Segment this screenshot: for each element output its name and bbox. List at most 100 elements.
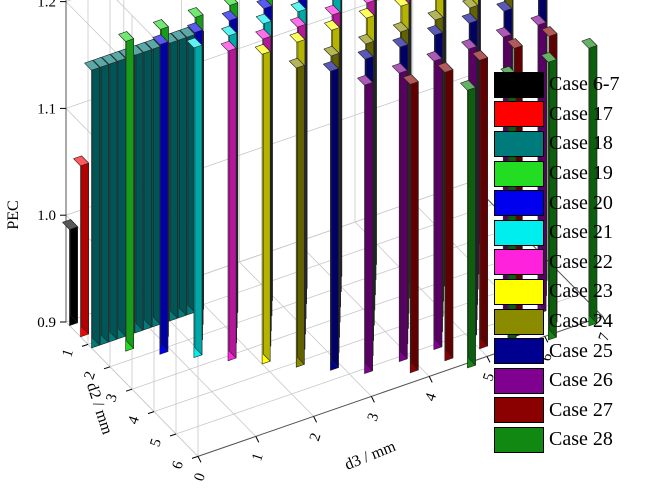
legend-label: Case 24 [549, 310, 613, 333]
bar-side-face [144, 41, 152, 328]
bar-side-face [331, 61, 339, 368]
bar-side-face [160, 34, 169, 352]
x-tick-label: 2 [307, 431, 325, 443]
bar-top-face [402, 74, 419, 85]
x-tick-mark [370, 396, 375, 403]
legend-swatch [494, 367, 544, 394]
legend-swatch [494, 219, 544, 246]
bar-top-face [220, 40, 237, 52]
bar-top-face [255, 13, 272, 25]
bar-case-21 [186, 37, 203, 358]
z-tick-label: 0.9 [37, 315, 56, 331]
legend-item: Case 18 [494, 129, 644, 159]
bar-case-28 [540, 51, 557, 341]
bar-top-face [461, 13, 478, 24]
legend-label: Case 22 [549, 250, 613, 273]
legend-label: Case 17 [549, 102, 613, 125]
bar-top-face [427, 25, 443, 36]
legend-label: Case 25 [549, 339, 613, 362]
x-tick-label: 4 [423, 391, 441, 404]
y-axis-line [470, 181, 603, 317]
bar-case-28 [581, 37, 598, 327]
y-tick-label: 6 [169, 459, 187, 472]
bar-side-face [228, 40, 237, 359]
bar-top-face [289, 16, 306, 28]
bar-side-face [109, 53, 118, 340]
x-axis-title: d3 / mm [342, 438, 398, 474]
bar-top-face [84, 59, 100, 71]
legend-label: Case 6-7 [549, 73, 620, 96]
legend-label: Case 19 [549, 162, 613, 185]
z-tick-label: 1.0 [37, 208, 56, 224]
legend-item: Case 21 [494, 218, 644, 248]
z-tick-label: 1.1 [37, 101, 56, 117]
x-tick-mark [255, 436, 260, 443]
y-tick-label: 4 [125, 414, 143, 427]
bar-case-18 [179, 26, 196, 316]
legend-swatch [494, 397, 544, 424]
bar-top-face [426, 50, 443, 62]
legend-item: Case 6-7 [494, 70, 644, 100]
x-tick-label: 1 [249, 451, 267, 463]
legend-item: Case 24 [494, 307, 644, 337]
bar-top-face [92, 56, 109, 68]
legend-swatch [494, 249, 544, 276]
bar-case-18 [92, 56, 109, 346]
x-tick-mark [602, 316, 607, 323]
bar-top-face [254, 43, 271, 55]
bar-top-face [186, 37, 203, 49]
x-tick-mark [197, 456, 202, 463]
legend-item: Case 17 [494, 100, 644, 130]
y-tick-mark [191, 455, 199, 459]
bar-case-25 [322, 61, 339, 371]
bar-side-face [92, 59, 100, 346]
bar-side-face [153, 38, 161, 325]
bar-case-24 [288, 57, 305, 368]
bar-top-face [101, 53, 118, 65]
legend-label: Case 26 [549, 369, 613, 392]
bar-top-face [394, 0, 410, 7]
bar-top-face [461, 38, 477, 50]
legend-label: Case 21 [549, 221, 613, 244]
bar-top-face [136, 41, 152, 53]
bar-case-18 [101, 53, 118, 343]
bar-top-face [324, 19, 340, 31]
bar-side-face [480, 50, 488, 347]
bar-top-face [427, 9, 444, 21]
legend-swatch [494, 426, 544, 453]
legend-swatch [494, 130, 544, 157]
legend-swatch [494, 160, 544, 187]
legend-item: Case 28 [494, 425, 644, 455]
bar-top-face [506, 38, 523, 49]
bar-top-face [530, 15, 547, 26]
bar-top-face [462, 0, 479, 9]
bar-top-face [540, 51, 557, 63]
bar-top-face [322, 61, 339, 72]
bar-case-18 [84, 59, 100, 349]
bar-top-face [73, 155, 89, 167]
z-tick-label: 1.2 [37, 0, 56, 11]
bar-top-face [363, 0, 376, 4]
bar-side-face [365, 75, 373, 372]
bar-side-face [399, 62, 408, 360]
bar-case-18 [170, 29, 187, 319]
bar-side-face [468, 80, 476, 366]
bar-top-face [392, 37, 409, 48]
bar-top-face [392, 21, 409, 33]
bar-side-face [135, 44, 144, 331]
bar-top-face [323, 45, 340, 57]
x-tick-label: 0 [191, 471, 209, 483]
bar-top-face [153, 19, 169, 30]
bar-side-face [262, 43, 271, 362]
bar-case-27 [437, 62, 454, 362]
x-tick-mark [428, 376, 433, 383]
bar-top-face [290, 1, 307, 13]
bar-side-face [194, 37, 203, 356]
legend-swatch [494, 308, 544, 335]
bar-top-face [496, 1, 513, 12]
floor-grid-y [153, 271, 559, 412]
legend-swatch [494, 190, 544, 217]
x-tick-mark [313, 416, 318, 423]
bar-top-face [221, 10, 238, 22]
bar-side-face [118, 50, 126, 337]
